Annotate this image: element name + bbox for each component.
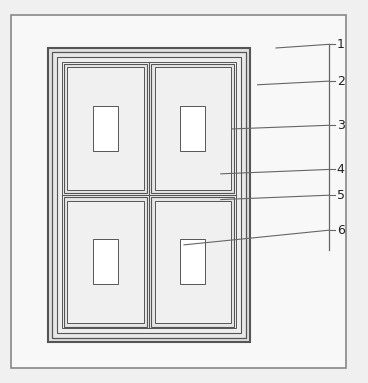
Text: 5: 5 — [337, 189, 345, 202]
Bar — [57, 57, 241, 333]
Bar — [180, 106, 205, 151]
Bar — [93, 106, 118, 151]
Text: 1: 1 — [337, 38, 344, 51]
Text: 2: 2 — [337, 75, 344, 88]
Bar — [64, 197, 147, 327]
Bar — [155, 67, 231, 190]
Text: 4: 4 — [337, 163, 344, 176]
Bar — [155, 201, 231, 323]
Bar — [48, 48, 250, 342]
Bar — [52, 52, 246, 338]
Bar — [64, 64, 147, 193]
Bar — [62, 62, 236, 328]
Bar — [67, 67, 144, 190]
Bar — [151, 64, 234, 193]
Bar — [93, 239, 118, 285]
Bar — [180, 239, 205, 285]
Bar — [151, 197, 234, 327]
Text: 3: 3 — [337, 119, 344, 132]
Text: 6: 6 — [337, 224, 344, 237]
Bar — [67, 201, 144, 323]
